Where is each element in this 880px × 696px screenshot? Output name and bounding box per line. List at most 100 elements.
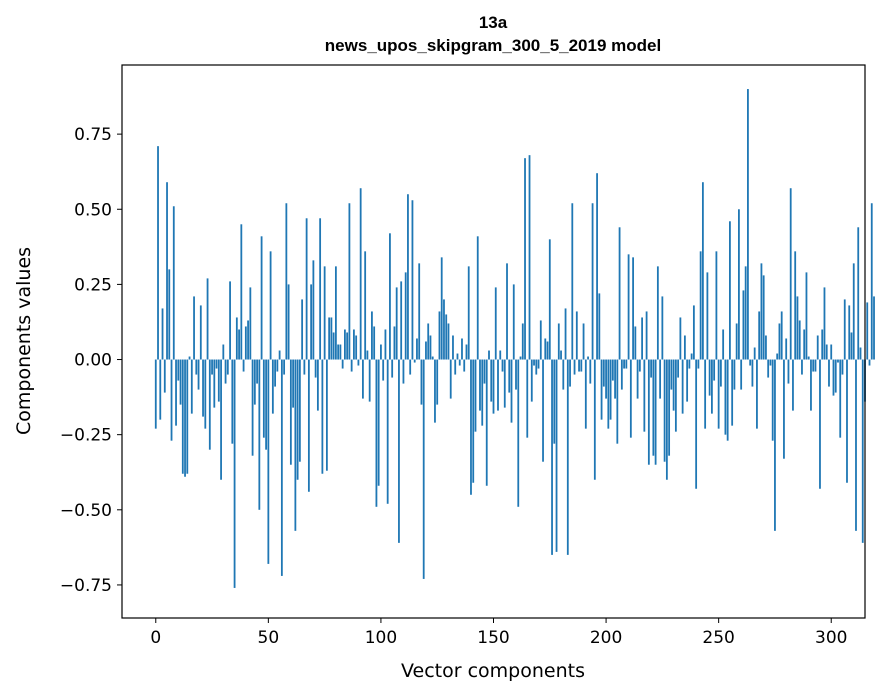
bar <box>456 353 459 360</box>
bar <box>769 359 772 366</box>
bar <box>830 344 833 360</box>
bar <box>859 347 862 360</box>
bar <box>524 158 526 360</box>
bar <box>609 359 612 420</box>
bar <box>402 359 405 384</box>
bar <box>600 359 603 420</box>
bar <box>533 359 535 366</box>
bar <box>605 359 607 399</box>
bar <box>704 359 707 429</box>
y-tick-label: −0.50 <box>60 501 112 521</box>
bar <box>510 359 513 423</box>
bar <box>436 359 439 405</box>
bar <box>323 266 326 360</box>
bar <box>566 359 569 555</box>
bar <box>868 359 871 366</box>
bar <box>526 359 529 438</box>
bar <box>409 359 412 375</box>
bar <box>184 359 186 477</box>
bar <box>328 317 331 360</box>
bar <box>208 359 211 450</box>
bar <box>199 305 202 360</box>
bar <box>276 359 279 372</box>
bar <box>341 359 344 369</box>
bar <box>571 203 574 360</box>
bar <box>848 305 851 360</box>
bar <box>177 359 180 381</box>
bar <box>679 317 682 360</box>
bar <box>562 359 565 390</box>
bar <box>598 293 601 360</box>
bar <box>303 359 306 375</box>
bar <box>229 281 231 360</box>
bar <box>463 359 466 372</box>
x-tick-label: 200 <box>590 628 622 648</box>
bar <box>166 182 168 360</box>
bar <box>832 359 835 396</box>
bar <box>677 359 680 378</box>
x-tick-label: 150 <box>477 628 509 648</box>
bar <box>474 359 477 432</box>
bar <box>692 305 695 360</box>
bar <box>344 329 346 360</box>
bar <box>756 359 758 429</box>
bar <box>758 311 761 360</box>
bar <box>391 359 394 378</box>
bar <box>251 359 254 456</box>
bar <box>332 332 335 360</box>
bar <box>582 323 585 360</box>
bar <box>602 359 605 387</box>
bar <box>416 338 418 360</box>
bar <box>159 359 162 420</box>
bar <box>539 320 542 360</box>
bar <box>632 257 634 360</box>
bar <box>555 359 558 552</box>
bar <box>492 359 495 414</box>
bar <box>467 266 470 360</box>
bar <box>530 359 533 402</box>
bar <box>479 359 481 411</box>
bar <box>625 359 628 369</box>
bar <box>528 155 531 360</box>
bar <box>226 359 229 375</box>
bar <box>256 359 258 384</box>
bar <box>670 359 673 390</box>
bar <box>175 359 177 426</box>
bar <box>213 359 216 408</box>
bar <box>310 284 313 360</box>
bar <box>364 251 367 360</box>
bar <box>771 359 774 441</box>
bar <box>206 278 209 360</box>
bar <box>715 251 718 360</box>
bar <box>701 182 704 360</box>
bar <box>447 323 450 360</box>
bar <box>163 359 166 393</box>
bar <box>325 359 328 471</box>
bar <box>810 359 812 411</box>
bar <box>271 359 274 414</box>
bar <box>476 236 479 360</box>
bar <box>497 359 499 411</box>
bar <box>578 359 580 372</box>
bar <box>668 359 671 456</box>
bar <box>774 359 776 531</box>
bar <box>708 359 711 396</box>
bar <box>724 359 727 435</box>
bar <box>742 290 745 360</box>
bar <box>843 299 846 360</box>
bar <box>316 359 319 411</box>
y-tick-label: −0.25 <box>60 426 112 446</box>
bar <box>825 344 828 360</box>
bar <box>812 359 815 372</box>
bar <box>616 359 619 444</box>
bar <box>749 359 752 366</box>
bar <box>233 359 236 588</box>
x-tick-label: 250 <box>702 628 734 648</box>
bar <box>503 359 506 408</box>
bar <box>188 356 191 360</box>
bar <box>242 359 245 372</box>
bar <box>681 359 684 414</box>
bar <box>720 359 722 387</box>
bar <box>722 329 725 360</box>
bar <box>240 224 243 360</box>
